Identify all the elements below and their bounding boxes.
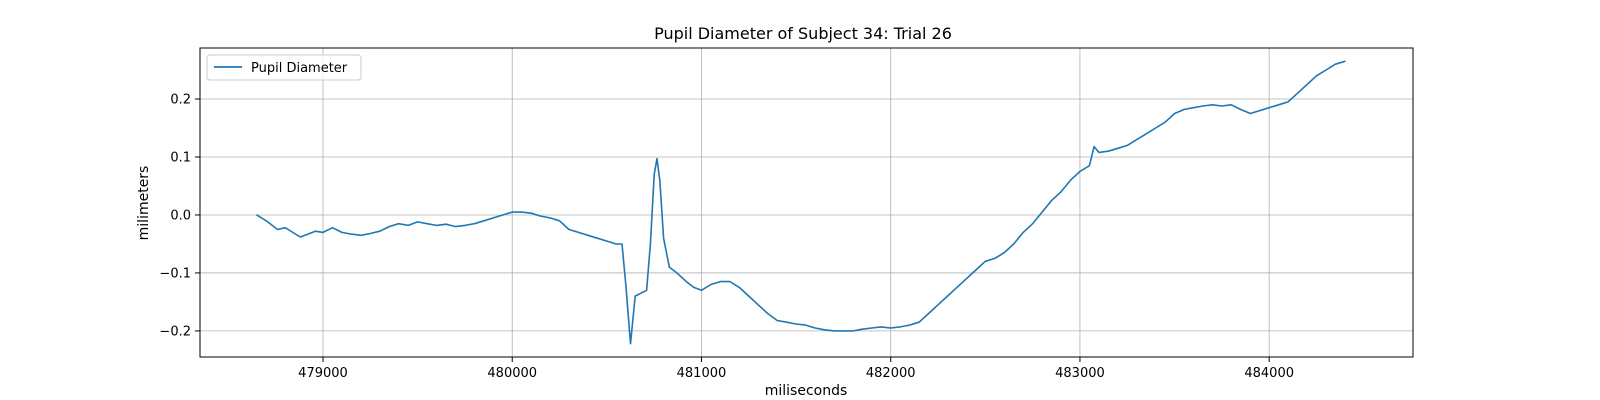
x-tick-label: 482000 bbox=[866, 366, 916, 381]
chart-title: Pupil Diameter of Subject 34: Trial 26 bbox=[654, 24, 952, 43]
y-tick-label: 0.0 bbox=[170, 208, 191, 223]
y-tick-label: −0.2 bbox=[159, 324, 191, 339]
x-tick-label: 483000 bbox=[1055, 366, 1105, 381]
x-tick-label: 479000 bbox=[298, 366, 348, 381]
x-axis-ticks: 479000 480000 481000 482000 483000 484000 bbox=[298, 357, 1294, 381]
y-axis-ticks: −0.2 −0.1 0.0 0.1 0.2 bbox=[159, 93, 200, 339]
grid-lines bbox=[200, 48, 1413, 357]
x-tick-label: 484000 bbox=[1244, 366, 1294, 381]
y-tick-label: −0.1 bbox=[159, 266, 191, 281]
y-axis-label: milimeters bbox=[136, 166, 152, 241]
legend: Pupil Diameter bbox=[206, 54, 362, 81]
x-axis-label: miliseconds bbox=[765, 383, 848, 399]
x-tick-label: 480000 bbox=[487, 366, 537, 381]
plot-frame bbox=[199, 47, 1414, 358]
x-tick-label: 481000 bbox=[677, 366, 727, 381]
series-layer bbox=[256, 60, 1346, 345]
legend-label: Pupil Diameter bbox=[251, 61, 348, 76]
legend-box bbox=[206, 54, 362, 81]
y-tick-label: 0.2 bbox=[170, 93, 191, 108]
y-tick-label: 0.1 bbox=[170, 150, 191, 165]
series-line-pupil-diameter bbox=[256, 60, 1346, 345]
